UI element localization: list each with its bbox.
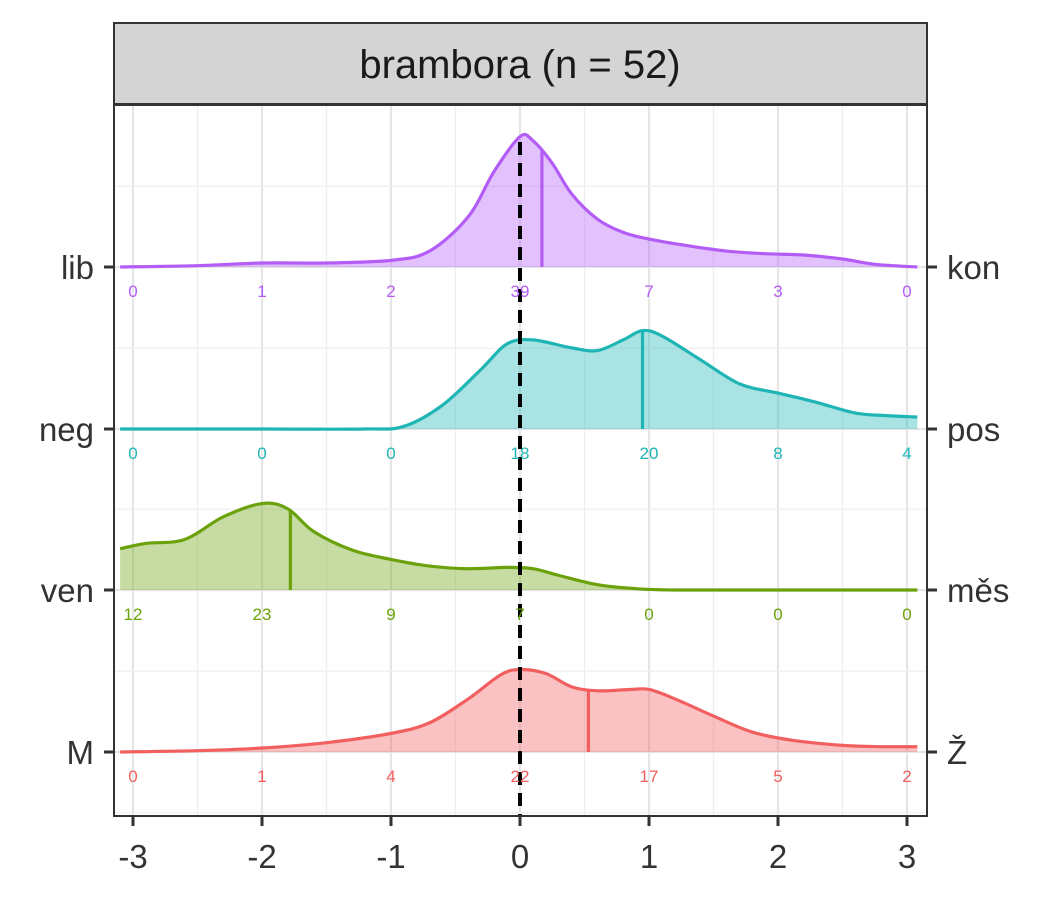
count-label: 0 xyxy=(257,444,266,463)
count-label: 1 xyxy=(257,767,266,786)
count-label: 23 xyxy=(253,605,272,624)
count-label: 4 xyxy=(386,767,395,786)
y-label-right: kon xyxy=(947,249,1000,286)
count-label: 12 xyxy=(124,605,143,624)
count-label: 0 xyxy=(128,282,137,301)
density-area-lib xyxy=(120,134,918,267)
count-labels: 0 1 2 39 7 3 00 0 0 18 20 8 412 23 9 7 0 0 00 1 4 22 17 5 2 xyxy=(124,282,912,786)
count-label: 5 xyxy=(773,767,782,786)
y-label-right: pos xyxy=(947,411,1000,448)
density-line-ven xyxy=(119,501,918,592)
x-tick-label: 3 xyxy=(898,838,916,875)
x-tick-label: -3 xyxy=(118,838,147,875)
count-label: 18 xyxy=(511,444,530,463)
count-label: 0 xyxy=(644,605,653,624)
count-label: 7 xyxy=(644,282,653,301)
x-tick-label: -1 xyxy=(376,838,405,875)
count-label: 4 xyxy=(902,444,911,463)
density-line-neg xyxy=(120,328,918,431)
x-tick-label: 0 xyxy=(511,838,529,875)
density-line-M xyxy=(120,667,918,754)
count-label: 20 xyxy=(640,444,659,463)
x-tick-label: 2 xyxy=(769,838,787,875)
y-axis: lib kon neg pos ven měs M Ž xyxy=(39,249,1009,771)
count-label: 8 xyxy=(773,444,782,463)
count-label: 9 xyxy=(386,605,395,624)
strip-background xyxy=(113,22,928,105)
y-label-right: Ž xyxy=(947,734,967,771)
count-label: 0 xyxy=(128,444,137,463)
count-label: 2 xyxy=(386,282,395,301)
density-area-ven xyxy=(120,503,918,591)
count-label: 7 xyxy=(515,605,524,624)
count-label: 0 xyxy=(773,605,782,624)
y-label-left: M xyxy=(67,734,95,771)
count-label: 17 xyxy=(640,767,659,786)
count-label: 0 xyxy=(902,282,911,301)
count-label: 39 xyxy=(511,282,530,301)
y-label-left: neg xyxy=(39,411,94,448)
x-tick-label: -2 xyxy=(247,838,276,875)
count-label: 2 xyxy=(902,767,911,786)
y-label-right: měs xyxy=(947,572,1009,609)
count-label: 1 xyxy=(257,282,266,301)
density-line-lib xyxy=(120,132,918,269)
count-label: 0 xyxy=(386,444,395,463)
chart-title: brambora (n = 52) xyxy=(359,43,680,87)
count-label: 3 xyxy=(773,282,782,301)
count-label: 0 xyxy=(128,767,137,786)
y-label-left: lib xyxy=(61,249,94,286)
count-label: 0 xyxy=(902,605,911,624)
x-tick-label: 1 xyxy=(640,838,658,875)
count-label: 22 xyxy=(511,767,530,786)
y-label-left: ven xyxy=(41,572,94,609)
x-axis: -3 -2 -1 0 1 2 3 xyxy=(118,816,916,875)
